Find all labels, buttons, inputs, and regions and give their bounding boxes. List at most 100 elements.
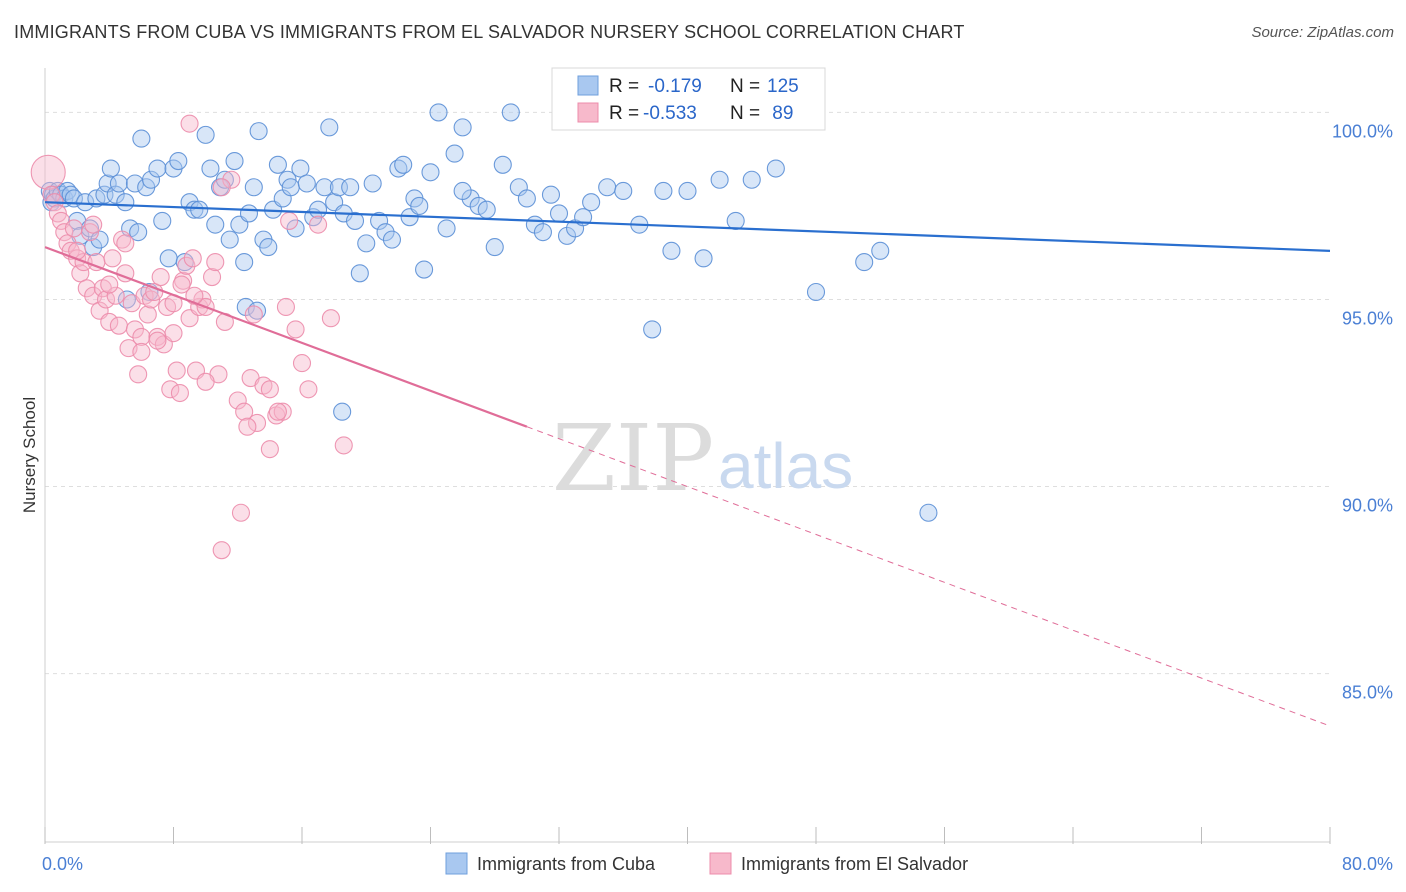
cuba-point: [333, 402, 352, 421]
el-salvador-point: [244, 305, 263, 324]
cuba-point: [429, 103, 448, 122]
cuba-point: [710, 170, 729, 189]
el-salvador-point: [161, 380, 180, 399]
el-salvador-point: [247, 413, 267, 433]
stat-n-label-el-salvador: N =: [730, 103, 760, 124]
cuba-point: [185, 200, 204, 219]
cuba-point: [533, 223, 552, 242]
stats-swatch-el-salvador: [577, 102, 599, 123]
cuba-point: [196, 125, 215, 144]
cuba-point: [871, 241, 890, 260]
el-salvador-point: [235, 402, 254, 421]
cuba-point: [726, 211, 745, 230]
cuba-point: [315, 178, 334, 197]
el-salvador-point: [180, 114, 199, 133]
el-salvador-point: [55, 223, 74, 242]
cuba-point: [415, 260, 434, 279]
cuba-point: [259, 238, 278, 257]
cuba-point: [141, 170, 161, 189]
cuba-point: [190, 200, 209, 219]
cuba-point: [206, 215, 225, 234]
legend-label-cuba: Immigrants from Cuba: [477, 854, 656, 874]
cuba-point: [363, 174, 382, 193]
cuba-point: [148, 159, 167, 178]
cuba-point: [225, 152, 244, 171]
el-salvador-point: [177, 256, 196, 275]
el-salvador-point: [222, 170, 241, 189]
cuba-point: [249, 122, 268, 141]
el-salvador-point: [273, 402, 292, 421]
el-salvador-point: [84, 215, 103, 234]
cuba-point: [286, 219, 305, 238]
cuba-point: [76, 193, 95, 212]
stats-swatch-cuba: [577, 75, 599, 96]
cuba-point: [437, 219, 456, 238]
cuba-point: [153, 211, 172, 230]
el-salvador-point: [276, 297, 295, 317]
x-tick-label-start: 0.0%: [42, 854, 83, 874]
cuba-point: [201, 159, 220, 178]
watermark-atlas: atlas: [718, 430, 853, 502]
el-salvador-point: [77, 279, 96, 298]
cuba-point: [517, 189, 536, 208]
y-tick-label-3: 85.0%: [1342, 683, 1393, 703]
cuba-point: [549, 204, 569, 223]
series-el-salvador-points: [30, 114, 353, 560]
el-salvador-point: [280, 211, 299, 230]
el-salvador-point: [64, 219, 83, 238]
y-tick-label-1: 95.0%: [1342, 308, 1393, 328]
cuba-point: [220, 230, 239, 249]
cuba-point: [357, 234, 376, 253]
el-salvador-point: [132, 342, 151, 361]
el-salvador-point: [172, 275, 191, 294]
cuba-point: [320, 118, 339, 137]
el-salvador-point: [30, 154, 66, 190]
cuba-point: [101, 159, 120, 178]
el-salvador-point: [231, 503, 251, 522]
cuba-point: [341, 178, 360, 197]
y-tick-labels: 100.0% 95.0% 90.0% 85.0%: [1332, 121, 1393, 702]
trend-line-el-salvador: [44, 246, 528, 428]
cuba-point: [376, 223, 395, 242]
cuba-point: [766, 159, 785, 178]
stats-legend: R = -0.179 N = 125 R = -0.533 N = 89: [551, 67, 826, 131]
el-salvador-point: [228, 391, 247, 410]
stat-r-label-el-salvador: R =: [609, 103, 639, 124]
cuba-point: [654, 181, 673, 201]
cuba-point: [159, 249, 178, 268]
cuba-point: [598, 178, 617, 197]
cuba-point: [582, 193, 601, 212]
el-salvador-point: [164, 324, 183, 343]
trend-line-cuba: [44, 201, 1331, 252]
cuba-point: [742, 170, 761, 189]
el-salvador-point: [170, 383, 189, 403]
el-salvador-point: [106, 286, 125, 305]
cuba-point: [410, 196, 429, 216]
cuba-point: [541, 185, 561, 204]
cuba-point: [129, 223, 148, 242]
x-tick-labels: 0.0% 80.0%: [42, 854, 1393, 874]
stat-n-value-el-salvador: 89: [767, 103, 793, 124]
el-salvador-point: [125, 320, 144, 339]
y-tick-label-0: 100.0%: [1332, 121, 1393, 141]
legend-swatch-el-salvador: [709, 852, 732, 875]
cuba-point: [90, 230, 109, 249]
el-salvador-point: [109, 316, 128, 335]
el-salvador-point: [116, 234, 135, 253]
el-salvador-point: [260, 440, 279, 459]
el-salvador-point: [309, 215, 328, 234]
cuba-point: [370, 211, 389, 230]
el-salvador-point: [299, 380, 318, 399]
el-salvador-point: [334, 436, 353, 455]
stat-r-value-cuba: -0.179: [648, 76, 702, 97]
cuba-point: [281, 178, 300, 197]
el-salvador-point: [103, 249, 122, 268]
cuba-point: [291, 159, 310, 178]
series-cuba-points: [40, 103, 938, 522]
el-salvador-point: [96, 290, 116, 309]
cuba-point: [919, 503, 938, 522]
el-salvador-point: [183, 249, 202, 268]
cuba-point: [345, 211, 365, 230]
trend-lines: [44, 201, 1331, 727]
watermark: ZIP atlas: [552, 405, 853, 512]
